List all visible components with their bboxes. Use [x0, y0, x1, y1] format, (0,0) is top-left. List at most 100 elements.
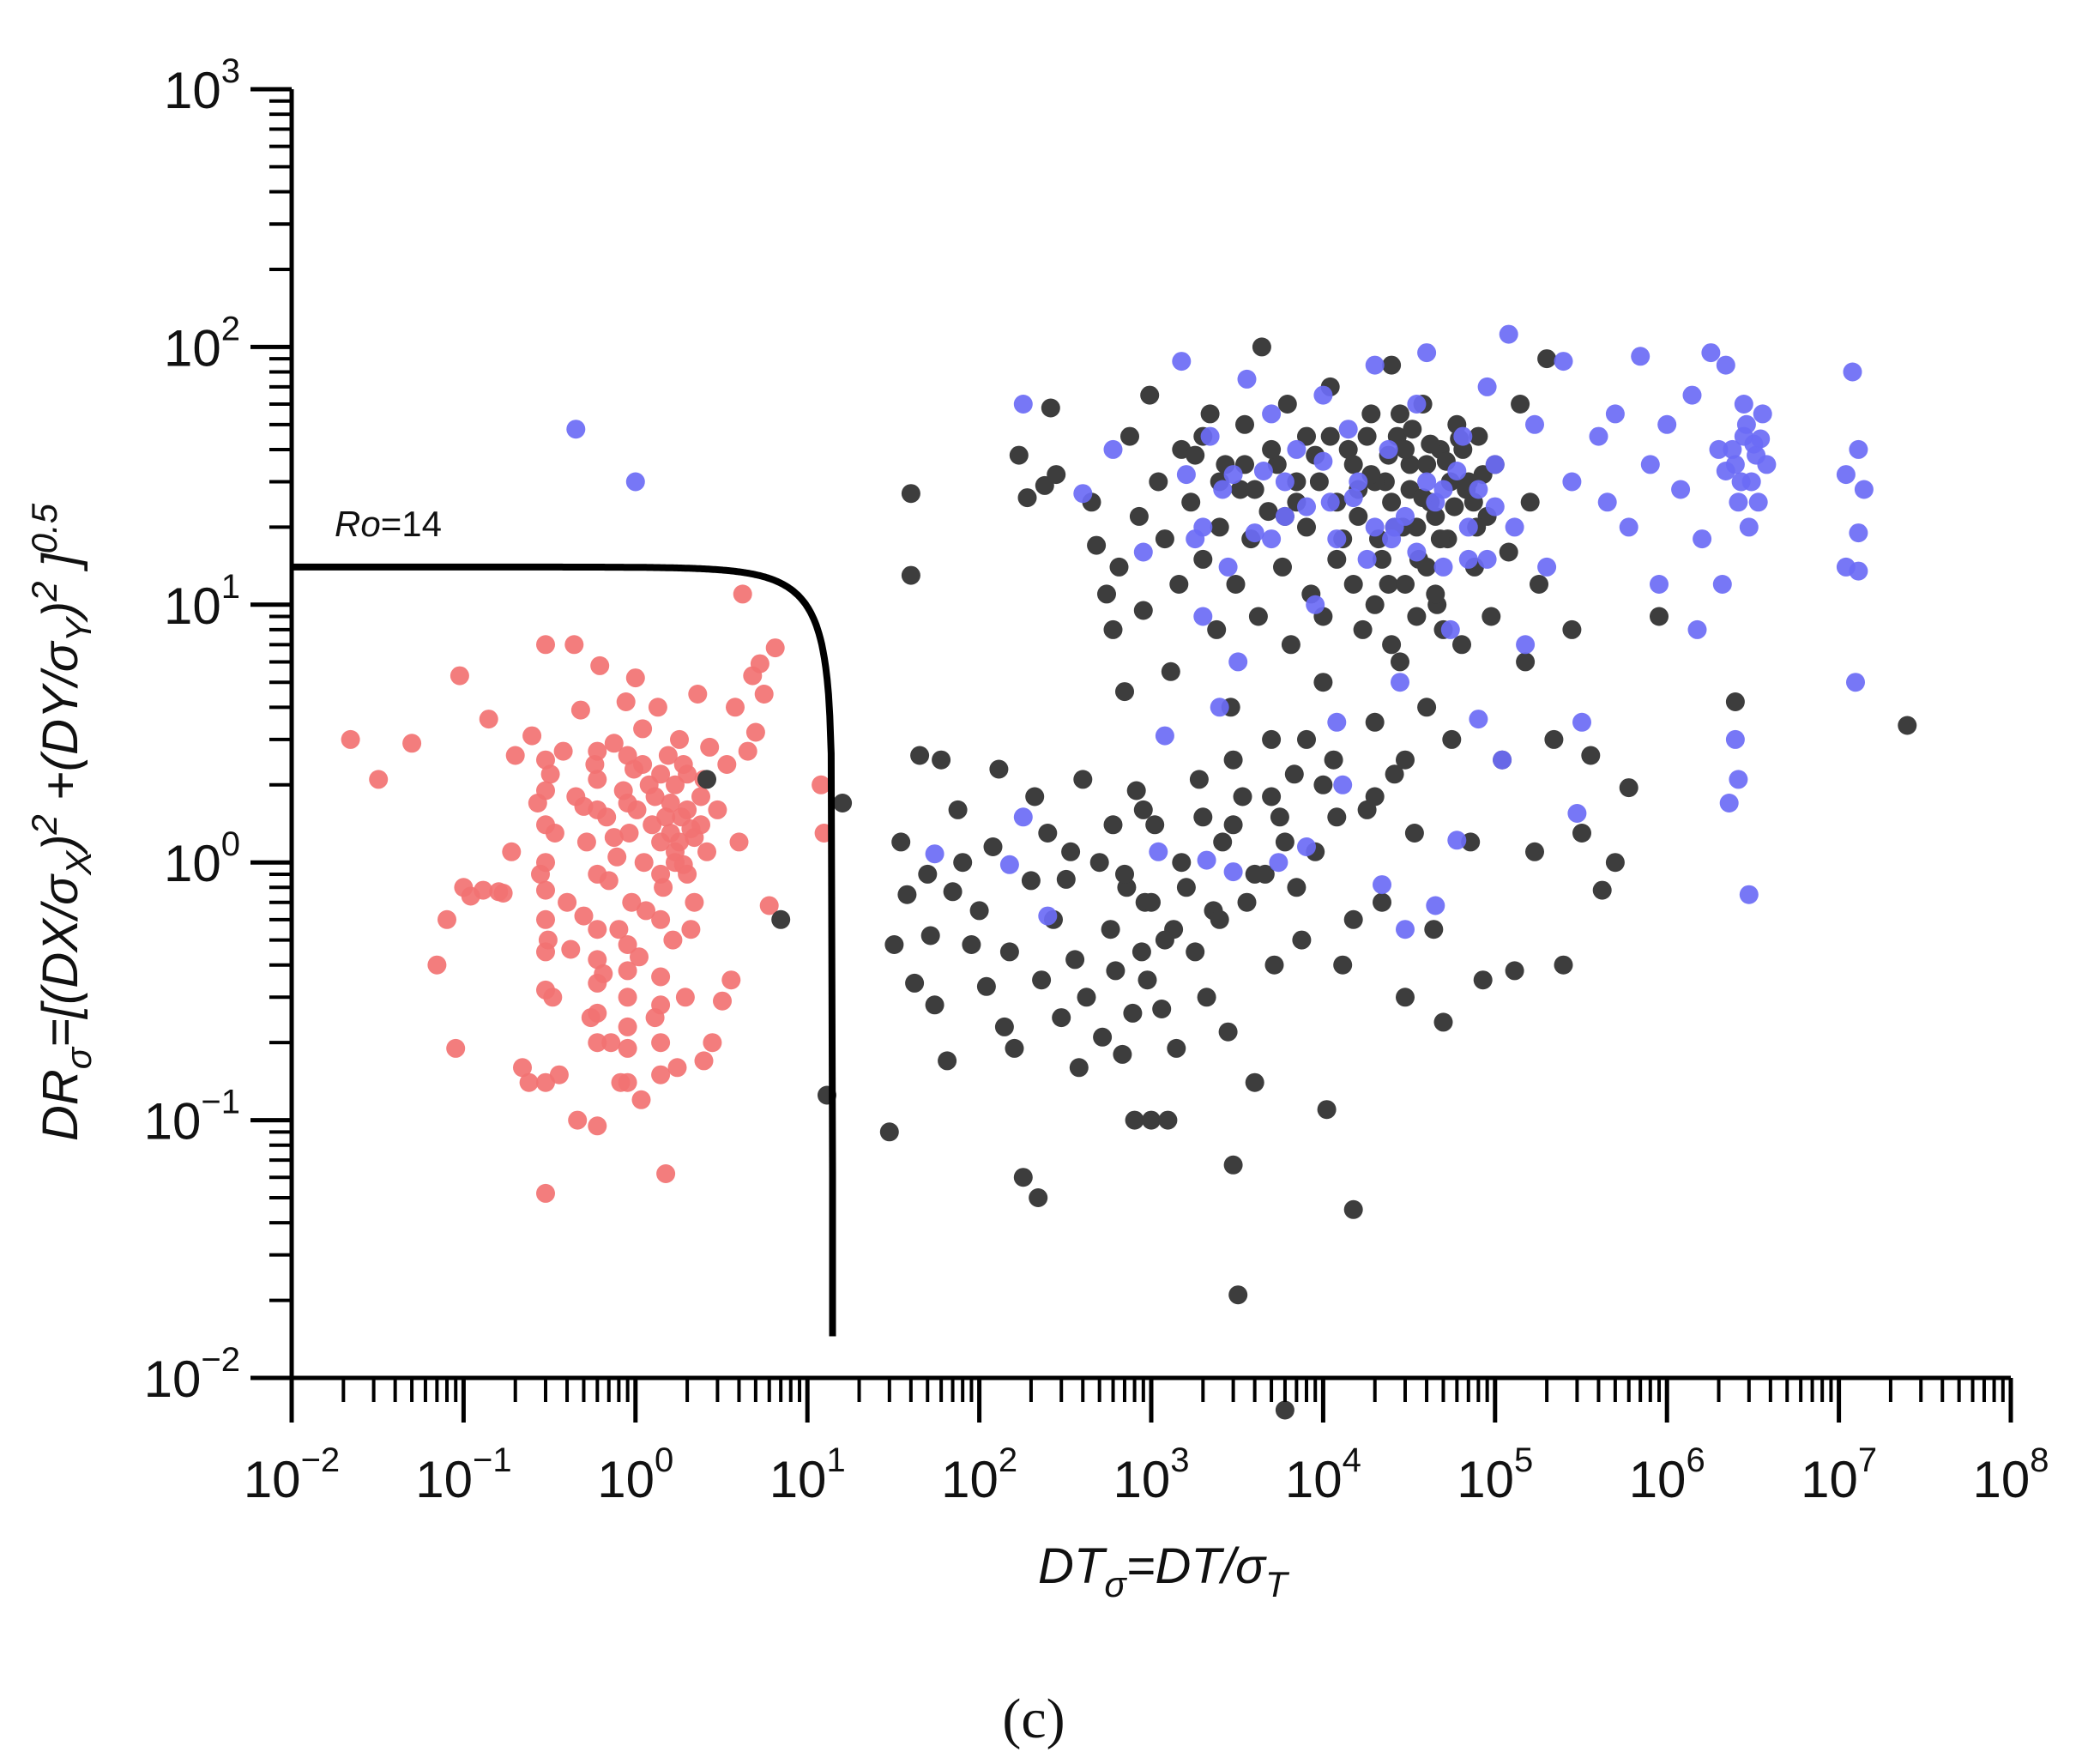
data-point-gray [1032, 970, 1052, 990]
data-point-red [536, 815, 555, 835]
data-point-gray [1233, 787, 1252, 806]
data-point-gray [1210, 517, 1229, 537]
data-point-blue [1716, 355, 1735, 375]
data-point-gray [1404, 824, 1424, 843]
y-tick-exp: 1 [221, 568, 240, 606]
data-point-gray [1421, 434, 1440, 454]
data-point-gray [1313, 775, 1333, 794]
data-point-red [656, 807, 676, 827]
data-point-gray [1277, 395, 1297, 414]
x-title-part: =DT/σ [1126, 1538, 1267, 1594]
data-point-red [633, 755, 653, 774]
data-point-red [536, 980, 555, 1000]
data-point-gray [1115, 864, 1134, 884]
data-point-gray [1385, 764, 1404, 784]
data-point-red [754, 685, 774, 704]
y-tick-label: 102 [164, 310, 240, 377]
data-point-blue [1193, 607, 1213, 626]
data-point-gray [1065, 950, 1085, 970]
data-point-red [622, 892, 642, 912]
data-point-blue [1155, 726, 1174, 746]
y-tick-exp: −2 [201, 1341, 240, 1379]
data-point-red [588, 1116, 607, 1136]
data-point-red [688, 685, 708, 704]
data-point-gray [1186, 445, 1205, 465]
data-point-red [637, 901, 655, 921]
y-title-part: ] [33, 552, 88, 581]
data-point-blue [1223, 465, 1243, 485]
data-point-gray [1245, 480, 1264, 499]
data-point-red [691, 787, 710, 806]
data-point-blue [1396, 920, 1415, 939]
data-point-blue [1313, 385, 1333, 405]
data-point-red [588, 1003, 607, 1023]
data-point-blue [1751, 429, 1771, 449]
data-point-gray [1101, 920, 1120, 939]
data-point-gray [1270, 807, 1289, 827]
data-point-gray [1581, 746, 1601, 765]
data-point-gray [1167, 1038, 1186, 1058]
data-point-blue [1650, 575, 1669, 594]
y-title-sup: 2 [24, 814, 64, 835]
data-point-gray [953, 853, 973, 873]
data-point-gray [1898, 716, 1917, 735]
data-point-red [618, 746, 637, 765]
data-point-gray [1155, 930, 1174, 950]
x-tick-label: 100 [597, 1441, 673, 1508]
data-point-red [588, 864, 607, 884]
data-point-red [733, 584, 752, 604]
data-point-blue [1297, 837, 1316, 856]
x-tick-exp: 5 [1514, 1441, 1533, 1479]
x-tick-exp: 0 [655, 1441, 673, 1479]
data-point-blue [1306, 595, 1325, 614]
x-tick-base: 10 [769, 1451, 827, 1508]
data-point-gray [1132, 942, 1151, 962]
data-point-blue [1525, 414, 1544, 434]
data-point-blue [1843, 362, 1862, 382]
x-tick-base: 10 [941, 1451, 999, 1508]
data-point-gray [1382, 492, 1402, 512]
data-point-red [651, 764, 671, 784]
x-title-sub: T [1265, 1564, 1290, 1604]
data-point-blue [1213, 480, 1233, 499]
data-point-red [505, 746, 525, 765]
data-point-gray [1193, 807, 1213, 827]
data-point-gray [1530, 575, 1548, 594]
data-point-gray [1396, 988, 1415, 1007]
data-point-blue [1485, 455, 1505, 474]
data-point-gray [1056, 869, 1076, 889]
data-point-red [618, 1017, 637, 1036]
data-point-gray [1273, 557, 1292, 577]
data-point-blue [1453, 426, 1473, 446]
data-point-gray [1172, 853, 1192, 873]
data-point-blue [925, 844, 944, 864]
data-point-gray [1005, 1038, 1024, 1058]
data-point-blue [1327, 529, 1347, 549]
data-point-blue [1747, 445, 1766, 465]
x-tick-exp: 2 [999, 1441, 1017, 1479]
data-point-blue [1269, 853, 1288, 873]
data-point-gray [901, 484, 920, 504]
data-point-red [564, 635, 584, 655]
data-point-red [618, 935, 637, 954]
data-point-red [700, 737, 720, 757]
data-point-red [645, 787, 665, 806]
data-point-red [561, 939, 581, 959]
data-point-blue [1753, 404, 1772, 424]
data-point-gray [1525, 842, 1544, 861]
data-point-gray [1138, 970, 1157, 990]
data-point-red [427, 955, 447, 975]
data-point-gray [1125, 1110, 1144, 1130]
data-point-gray [948, 800, 968, 819]
data-point-gray [1275, 832, 1294, 852]
data-point-gray [1052, 1008, 1071, 1028]
data-point-red [651, 995, 671, 1015]
data-point-blue [1038, 906, 1058, 926]
x-tick-base: 10 [244, 1451, 301, 1508]
data-point-blue [1687, 619, 1707, 639]
data-point-gray [1262, 729, 1282, 749]
data-point-gray [1155, 529, 1174, 549]
y-tick-base: 10 [164, 835, 221, 892]
x-tick-base: 10 [1113, 1451, 1171, 1508]
y-tick-exp: 0 [221, 825, 240, 863]
